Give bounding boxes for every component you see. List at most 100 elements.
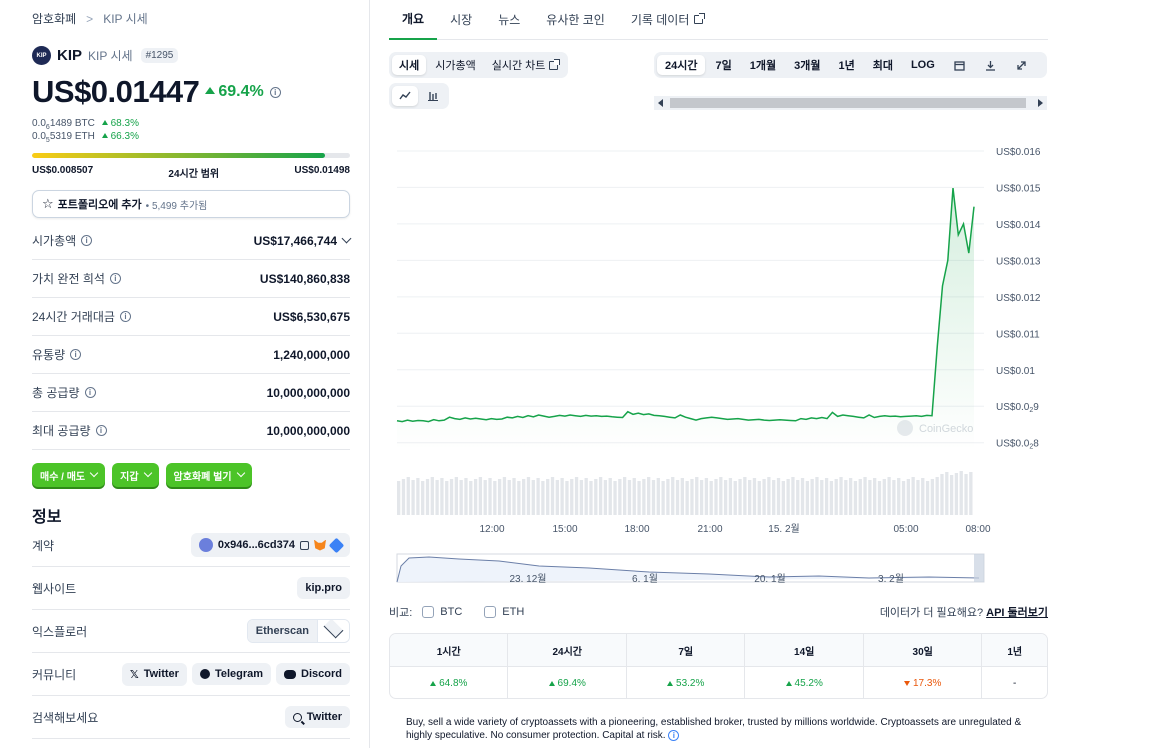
download-icon[interactable] bbox=[976, 55, 1005, 75]
stat-row: 24시간 거래대금 i US$6,530,675 bbox=[32, 298, 350, 336]
coin-symbol: KIP bbox=[57, 47, 83, 64]
volume-bar bbox=[709, 481, 713, 515]
info-icon[interactable]: i bbox=[269, 86, 281, 98]
tab-market-cap-chart[interactable]: 시가총액 bbox=[435, 60, 476, 72]
stat-value: US$140,860,838 bbox=[259, 271, 350, 286]
chevron-down-icon bbox=[143, 468, 152, 478]
stat-row[interactable]: 시가총액 i US$17,466,744 bbox=[32, 222, 352, 260]
explorer-link[interactable]: Etherscan bbox=[247, 620, 317, 642]
performance-value-cell: 17.3% bbox=[864, 667, 983, 698]
wallet-button[interactable]: 지갑 bbox=[112, 463, 159, 487]
tab-3[interactable]: 유사한 코인 bbox=[546, 13, 605, 27]
explorer-expand[interactable] bbox=[317, 620, 349, 642]
volume-bar bbox=[805, 481, 810, 515]
navigator-tick-label: 23. 12월 bbox=[509, 573, 546, 585]
stat-label: 유통량 i bbox=[32, 346, 82, 363]
scroll-left-icon[interactable] bbox=[658, 99, 663, 107]
price-change-24h: 69.4% bbox=[205, 83, 264, 101]
volume-bar bbox=[397, 481, 401, 515]
scrollbar-thumb[interactable] bbox=[670, 98, 1026, 108]
info-icon[interactable]: i bbox=[95, 425, 107, 436]
volume-bar bbox=[584, 478, 588, 515]
volume-bar bbox=[550, 477, 555, 515]
volume-bar bbox=[762, 479, 766, 515]
volume-bar bbox=[618, 479, 622, 515]
volume-bar bbox=[642, 479, 646, 515]
breadcrumb-separator: > bbox=[86, 11, 94, 26]
info-icon[interactable]: i bbox=[109, 273, 121, 284]
line-chart-toggle[interactable] bbox=[392, 86, 418, 106]
explorer-dropdown[interactable]: Etherscan bbox=[246, 619, 350, 643]
performance-header-cell: 14일 bbox=[745, 634, 864, 666]
info-section-title: 정보 bbox=[32, 509, 62, 526]
x-icon: 𝕏 bbox=[129, 668, 139, 681]
navigator-line bbox=[396, 556, 980, 583]
compare-eth-checkbox[interactable] bbox=[484, 606, 497, 618]
range-option[interactable]: 1년 bbox=[838, 60, 855, 72]
wallet-connect-icon[interactable] bbox=[328, 537, 345, 553]
info-icon[interactable]: i bbox=[70, 349, 82, 360]
action-buttons: 매수 / 매도 지갑 암호화폐 벌기 bbox=[32, 463, 252, 487]
range-option[interactable]: 최대 bbox=[872, 60, 893, 72]
chart-scrollbar[interactable] bbox=[654, 96, 1047, 110]
info-icon[interactable]: i bbox=[81, 235, 93, 246]
info-icon[interactable]: i bbox=[84, 387, 96, 398]
calendar-icon[interactable] bbox=[945, 55, 974, 75]
twitter-link[interactable]: 𝕏 Twitter bbox=[121, 662, 187, 686]
candlestick-icon bbox=[428, 92, 438, 101]
up-arrow-icon bbox=[205, 87, 216, 94]
volume-bar bbox=[478, 477, 483, 515]
metamask-icon[interactable] bbox=[314, 539, 326, 551]
earn-crypto-button[interactable]: 암호화폐 벌기 bbox=[165, 463, 252, 487]
volume-bar bbox=[810, 479, 814, 515]
volume-bar bbox=[728, 478, 733, 515]
volume-bar bbox=[714, 479, 718, 515]
performance-header-cell: 24시간 bbox=[508, 634, 627, 666]
volume-bar bbox=[671, 477, 675, 515]
breadcrumb: 암호화폐 > KIP 시세 bbox=[32, 10, 148, 27]
tab-live-chart[interactable]: 실시간 차트 bbox=[485, 55, 566, 75]
add-to-portfolio-button[interactable]: ☆ 포트폴리오에 추가 • 5,499 추가됨 bbox=[32, 190, 350, 218]
volume-bar bbox=[911, 477, 915, 515]
stat-value: 1,240,000,000 bbox=[273, 347, 350, 362]
range-option[interactable]: 1개월 bbox=[749, 60, 777, 72]
tab-2[interactable]: 뉴스 bbox=[498, 13, 521, 27]
website-link[interactable]: kip.pro bbox=[297, 577, 350, 599]
search-twitter-link[interactable]: Twitter bbox=[284, 706, 350, 728]
range-option[interactable]: 3개월 bbox=[794, 60, 821, 72]
search-row: 검색해보세요 Twitter bbox=[32, 696, 350, 739]
volume-bar bbox=[743, 477, 747, 515]
price-chart[interactable]: US$0.016US$0.015US$0.014US$0.013US$0.012… bbox=[389, 140, 1048, 590]
range-label: 24시간 범위 bbox=[168, 169, 220, 180]
contract-chip[interactable]: 0x946...6cd374 bbox=[190, 533, 350, 557]
range-high: US$0.01498 bbox=[294, 165, 350, 176]
tab-4[interactable]: 기록 데이터 bbox=[618, 0, 717, 40]
fullscreen-icon[interactable] bbox=[1007, 55, 1036, 75]
ethereum-icon bbox=[198, 538, 213, 552]
volume-bar bbox=[800, 478, 805, 515]
copy-icon[interactable] bbox=[300, 540, 309, 550]
range-option[interactable]: 7일 bbox=[715, 60, 732, 72]
info-icon[interactable]: i bbox=[668, 730, 680, 741]
tab-1[interactable]: 시장 bbox=[450, 13, 473, 27]
volume-bar bbox=[752, 478, 757, 515]
tab-0[interactable]: 개요 bbox=[389, 0, 438, 40]
buy-sell-button[interactable]: 매수 / 매도 bbox=[32, 463, 106, 487]
chevron-down-icon[interactable] bbox=[341, 233, 352, 244]
telegram-link[interactable]: Telegram bbox=[191, 663, 272, 685]
range-option[interactable]: LOG bbox=[910, 59, 935, 71]
compare-btc-checkbox[interactable] bbox=[422, 606, 435, 618]
breadcrumb-root[interactable]: 암호화폐 bbox=[32, 12, 77, 26]
info-icon[interactable]: i bbox=[119, 311, 131, 322]
price-area bbox=[397, 188, 974, 450]
volume-bar bbox=[680, 478, 684, 515]
volume-bar bbox=[608, 478, 612, 515]
range-option[interactable]: 24시간 bbox=[657, 55, 706, 75]
scroll-right-icon[interactable] bbox=[1038, 99, 1043, 107]
candlestick-chart-toggle[interactable] bbox=[420, 86, 446, 106]
volume-bar bbox=[877, 481, 882, 515]
api-link[interactable]: API 둘러보기 bbox=[986, 607, 1048, 619]
volume-bar bbox=[815, 477, 819, 515]
tab-price-chart[interactable]: 시세 bbox=[392, 55, 427, 75]
discord-link[interactable]: Discord bbox=[276, 663, 350, 685]
